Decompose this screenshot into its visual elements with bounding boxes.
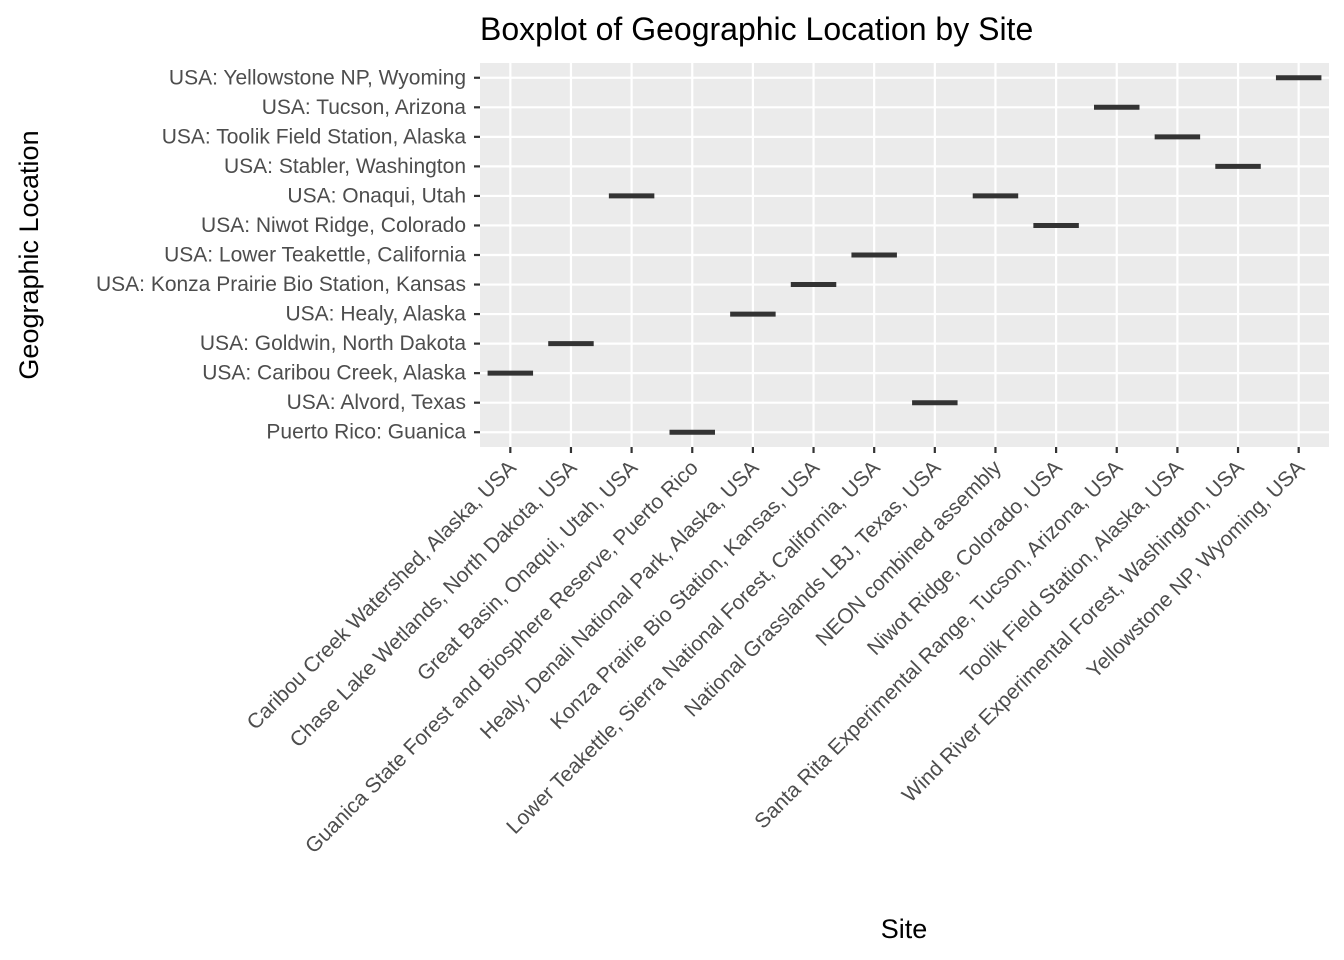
chart-title: Boxplot of Geographic Location by Site [480, 11, 1033, 47]
y-axis-title: Geographic Location [14, 130, 44, 379]
x-tick-label: Yellowstone NP, Wyoming, USA [1083, 456, 1310, 683]
y-tick-label: USA: Healy, Alaska [285, 303, 466, 326]
y-axis: Puerto Rico: Guanica USA: Alvord, Texas US… [96, 66, 480, 444]
y-tick-label: USA: Goldwin, North Dakota [200, 332, 466, 355]
box-layer [487, 75, 1322, 435]
y-tick-label: Puerto Rico: Guanica [266, 421, 466, 444]
y-tick-label: USA: Tucson, Arizona [262, 96, 467, 119]
y-tick-label: USA: Onaqui, Utah [287, 184, 466, 207]
y-tick-label: USA: Lower Teakettle, California [164, 244, 466, 267]
x-tick-label: Chase Lake Wetlands, North Dakota, USA [286, 456, 582, 752]
y-gridlines [480, 76, 1329, 434]
y-tick-label: USA: Toolik Field Station, Alaska [162, 125, 467, 148]
y-tick-label: USA: Niwot Ridge, Colorado [201, 214, 466, 237]
y-tick-label: USA: Yellowstone NP, Wyoming [169, 66, 466, 89]
x-axis-title: Site [881, 914, 928, 944]
y-tick-label: USA: Caribou Creek, Alaska [202, 362, 466, 385]
x-tick-label: Toolik Field Station, Alaska, USA [956, 456, 1188, 688]
y-tick-label: USA: Konza Prairie Bio Station, Kansas [96, 273, 466, 296]
x-tick-label: Guanica State Forest and Biosphere Reser… [301, 456, 703, 858]
x-axis: Caribou Creek Watershed, Alaska, USAChas… [243, 447, 1310, 858]
y-tick-label: USA: Alvord, Texas [287, 391, 466, 414]
x-tick-label: Great Basin, Onaqui, Utah, USA [413, 456, 642, 685]
x-tick-label: Healy, Denali National Park, Alaska, USA [476, 456, 764, 744]
y-tick-label: USA: Stabler, Washington [224, 155, 466, 178]
